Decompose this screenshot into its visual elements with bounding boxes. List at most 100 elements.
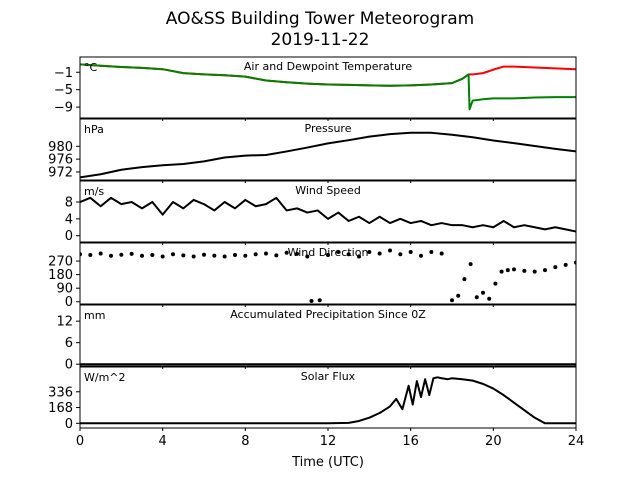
data-point <box>377 251 382 256</box>
data-point <box>357 254 361 259</box>
data-point <box>317 298 322 303</box>
panel-title: Air and Dewpoint Temperature <box>244 60 412 73</box>
data-point <box>346 252 351 257</box>
data-point <box>253 252 258 257</box>
y-tick-label: 6 <box>65 336 73 351</box>
y-tick-label: 270 <box>48 255 73 270</box>
data-point <box>487 296 492 301</box>
data-point <box>233 253 237 258</box>
x-tick-label: 20 <box>485 434 502 449</box>
data-point <box>505 268 510 273</box>
data-point <box>309 298 314 303</box>
panel-title: Solar Flux <box>301 370 356 383</box>
y-tick-label: 0 <box>65 417 73 432</box>
y-tick-label: 980 <box>48 140 73 155</box>
y-tick-label: 972 <box>48 165 73 180</box>
data-point <box>450 298 454 303</box>
data-point <box>88 253 93 258</box>
data-point <box>481 290 485 295</box>
data-point <box>429 250 434 255</box>
x-tick-label: 8 <box>241 434 249 449</box>
data-point <box>553 265 558 270</box>
data-point <box>563 262 568 267</box>
panel-title: Wind Speed <box>295 184 361 197</box>
panels: −1 −5 −9 Air and Dewpoint Temperature °C 972 9… <box>48 56 577 432</box>
data-point <box>212 253 217 258</box>
data-point <box>326 253 330 258</box>
figure-title-line1: AO&SS Building Tower Meteorogram <box>166 9 474 29</box>
y-tick-label: 0 <box>65 295 73 310</box>
panel-unit: mm <box>84 309 105 322</box>
panel-unit: °C <box>84 61 98 74</box>
y-tick-label: 0 <box>65 229 73 244</box>
data-point <box>222 254 227 259</box>
panel-5: 0 6 12 Accumulated Precipitation Since 0Z mm <box>56 304 577 373</box>
panel-title: Accumulated Precipitation Since 0Z <box>230 308 426 321</box>
y-tick-label: 4 <box>65 212 73 227</box>
y-tick-label: 168 <box>48 401 73 416</box>
y-tick-label: 0 <box>65 358 73 373</box>
data-point <box>474 295 479 300</box>
data-point <box>264 251 268 256</box>
series-line <box>80 63 576 111</box>
data-point <box>140 253 144 258</box>
panel-3: 0 48 Wind Speed m/s <box>65 180 577 245</box>
figure-title-line2: 2019-11-22 <box>271 30 370 50</box>
data-point <box>419 253 423 258</box>
data-point <box>150 253 155 258</box>
x-tick-label: 4 <box>159 434 167 449</box>
panel-unit: W/m^2 <box>84 371 126 384</box>
data-point <box>522 268 527 273</box>
data-point <box>543 268 547 273</box>
y-tick-label: −5 <box>54 83 73 98</box>
x-axis: 0 4 8 12 16 20 24 <box>76 434 584 449</box>
data-point <box>493 281 498 286</box>
data-point <box>499 269 504 274</box>
y-tick-label: 90 <box>56 282 73 297</box>
data-point <box>456 293 461 298</box>
data-point <box>243 253 248 258</box>
data-point <box>202 252 206 257</box>
x-tick-label: 24 <box>568 434 585 449</box>
data-point <box>512 267 516 272</box>
series-line <box>80 196 576 233</box>
series-line <box>80 376 576 425</box>
data-point <box>284 250 289 255</box>
data-point <box>129 251 134 256</box>
data-point <box>367 250 372 255</box>
data-point <box>171 252 175 257</box>
data-point <box>274 253 279 258</box>
data-point <box>408 250 413 255</box>
y-tick-label: −9 <box>54 101 73 116</box>
panel-title: Wind Direction <box>288 246 369 259</box>
data-point <box>305 254 310 259</box>
data-point <box>119 252 124 257</box>
data-point <box>181 253 186 258</box>
data-point <box>109 253 113 258</box>
y-tick-label: 336 <box>48 385 73 400</box>
data-point <box>336 250 341 255</box>
data-point <box>388 248 392 253</box>
y-tick-label: −1 <box>54 66 73 81</box>
x-tick-label: 12 <box>320 434 337 449</box>
panel-title: Pressure <box>305 122 352 135</box>
series-line <box>80 131 576 179</box>
data-point <box>462 277 467 282</box>
x-tick-label: 0 <box>76 434 84 449</box>
data-point <box>191 254 196 259</box>
data-point <box>468 262 473 267</box>
y-tick-label: 12 <box>56 315 73 330</box>
data-point <box>439 251 444 256</box>
data-point <box>160 254 165 259</box>
data-point <box>398 252 403 257</box>
x-tick-label: 16 <box>402 434 419 449</box>
y-tick-label: 8 <box>65 196 73 211</box>
panel-unit: m/s <box>84 185 104 198</box>
panel-unit: hPa <box>84 123 104 136</box>
data-point <box>532 269 537 274</box>
x-axis-label: Time (UTC) <box>291 455 364 470</box>
